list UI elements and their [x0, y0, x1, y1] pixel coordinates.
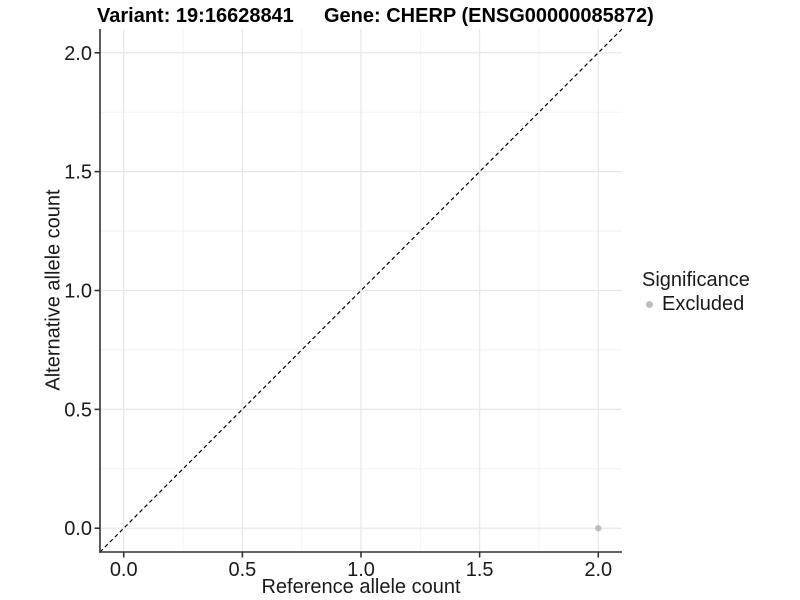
x-tick-label: 1.5 — [466, 559, 494, 581]
x-tick-label: 2.0 — [584, 559, 612, 581]
x-tick-label: 1.0 — [347, 559, 375, 581]
plot-title-variant: Variant: 19:16628841 — [97, 5, 294, 27]
data-point — [595, 525, 602, 532]
legend: Significance Excluded — [640, 269, 750, 316]
x-tick-label: 0.0 — [110, 559, 138, 581]
y-tick-label: 1.0 — [64, 281, 92, 303]
legend-entry-excluded: Excluded — [640, 293, 750, 316]
legend-entry-label: Excluded — [662, 293, 745, 315]
x-axis-title: Reference allele count — [261, 576, 461, 598]
y-tick-label: 2.0 — [64, 43, 92, 65]
legend-key — [640, 296, 658, 314]
plot-title-gene: Gene: CHERP (ENSG00000085872) — [324, 5, 654, 27]
legend-title: Significance — [642, 269, 750, 291]
y-axis-title: Alternative allele count — [42, 189, 65, 391]
y-tick-label: 1.5 — [64, 162, 92, 184]
legend-point-icon — [645, 301, 653, 308]
x-tick-label: 0.5 — [228, 559, 256, 581]
y-tick-label: 0.0 — [64, 518, 92, 540]
y-tick-label: 0.5 — [64, 399, 92, 421]
